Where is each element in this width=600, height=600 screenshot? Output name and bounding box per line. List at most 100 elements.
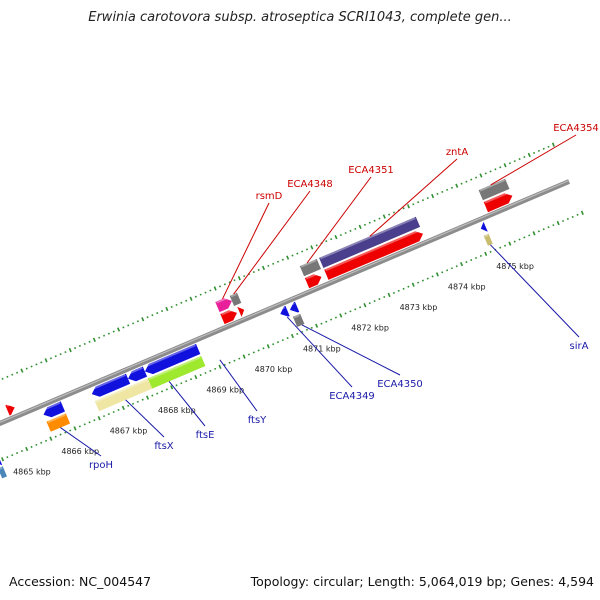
lower-scale-dot	[576, 213, 579, 216]
gene-feature[interactable]	[5, 402, 15, 416]
lower-scale-dot	[387, 292, 391, 298]
lower-scale-dot	[542, 228, 545, 231]
gene-label-leader	[222, 202, 270, 300]
upper-scale-dot	[373, 219, 376, 222]
lower-scale-dot	[121, 405, 125, 411]
lower-scale-dot	[276, 341, 280, 344]
gene-feature-body	[91, 373, 131, 397]
lower-scale-dot	[218, 364, 222, 369]
upper-scale-dot	[44, 358, 48, 363]
lower-scale-dot	[479, 254, 482, 257]
upper-scale-dot	[421, 199, 425, 202]
gene-feature[interactable]	[324, 229, 423, 280]
lower-scale-dot	[238, 357, 241, 360]
gene-feature-body	[147, 355, 206, 389]
gene-feature-gloss	[279, 306, 286, 311]
upper-scale-dot	[455, 183, 459, 188]
gene-label[interactable]: ftsE	[168, 381, 214, 441]
upper-scale-dot	[358, 224, 362, 229]
gene-label[interactable]: ECA4354	[490, 123, 599, 186]
lower-scale-dot	[185, 380, 188, 383]
gene-feature[interactable]	[126, 366, 148, 382]
lower-scale-dot	[470, 258, 473, 262]
gene-label[interactable]: ftsX	[125, 399, 174, 452]
gene-feature-gloss	[95, 378, 148, 403]
gene-label[interactable]: sirA	[490, 244, 589, 352]
upper-scale-dot	[16, 371, 19, 374]
gene-feature[interactable]	[304, 272, 322, 289]
gene-feature-gloss	[238, 305, 242, 309]
lower-scale-dot	[233, 359, 236, 362]
upper-scale-dot	[127, 324, 130, 327]
gene-feature[interactable]	[42, 401, 65, 418]
gene-label[interactable]: ECA4348	[233, 179, 333, 295]
lower-scale-dot	[402, 287, 405, 290]
backbone-line	[0, 179, 571, 427]
gene-label[interactable]: ECA4350	[301, 324, 423, 390]
upper-scale-dot	[237, 276, 241, 281]
gene-feature[interactable]	[292, 313, 305, 327]
gene-feature[interactable]	[0, 455, 3, 466]
lower-scale-dot	[566, 217, 569, 221]
gene-feature-body	[483, 193, 513, 213]
gene-feature[interactable]	[229, 292, 242, 306]
gene-feature[interactable]	[319, 216, 421, 268]
tick-label: 4874 kbp	[448, 283, 486, 292]
gene-label-text: sirA	[570, 341, 589, 352]
lower-scale-dot	[373, 300, 376, 303]
gene-feature[interactable]	[94, 378, 153, 412]
gene-feature[interactable]	[215, 296, 232, 313]
upper-scale-dot	[470, 178, 473, 181]
upper-scale-dot	[1, 377, 4, 380]
gene-feature[interactable]	[478, 178, 510, 201]
lower-scale-dot	[363, 303, 367, 308]
gene-label-text: ftsX	[154, 441, 173, 452]
gene-feature-body	[220, 310, 237, 325]
gene-label[interactable]: rpoH	[60, 427, 113, 471]
gene-feature[interactable]	[0, 466, 7, 479]
lower-scale-dot	[102, 415, 106, 418]
lower-scale-dot	[141, 398, 144, 401]
upper-scale-dot	[494, 168, 497, 171]
gene-label-text: ECA4350	[377, 379, 423, 390]
lower-scale-dot	[310, 326, 313, 329]
lower-scale-dot	[165, 388, 168, 391]
upper-scale-dot	[59, 353, 62, 356]
gene-feature[interactable]	[483, 191, 513, 213]
gene-feature[interactable]	[288, 301, 300, 313]
gene-label[interactable]: ftsY	[219, 359, 267, 426]
lower-scale-dot	[532, 231, 536, 236]
summary-text: Topology: circular; Length: 5,064,019 bp…	[250, 574, 594, 589]
gene-feature-body	[289, 301, 300, 313]
gene-label[interactable]: zntA	[369, 147, 468, 237]
lower-scale-dot	[296, 332, 299, 336]
lower-scale-dot	[257, 349, 260, 352]
gene-feature[interactable]	[299, 258, 321, 277]
gene-feature[interactable]	[479, 221, 488, 232]
upper-scale-dot	[460, 182, 463, 185]
gene-feature[interactable]	[483, 233, 493, 246]
upper-scale-dot	[523, 155, 526, 159]
gene-label[interactable]: ECA4349	[286, 316, 375, 402]
gene-feature[interactable]	[220, 308, 237, 325]
upper-scale-dot	[296, 252, 299, 255]
lower-scale-dot	[378, 298, 381, 301]
gene-feature[interactable]	[46, 413, 71, 432]
backbone-highlight	[0, 179, 570, 424]
gene-feature[interactable]	[147, 355, 206, 389]
lower-scale-dot	[290, 333, 294, 339]
upper-scale-dot	[64, 351, 67, 354]
gene-feature[interactable]	[143, 343, 201, 375]
gene-feature-body	[480, 221, 488, 232]
tick-label: 4869 kbp	[206, 385, 244, 394]
gene-label[interactable]: ECA4351	[306, 165, 394, 264]
gene-feature[interactable]	[90, 373, 131, 397]
gene-label-leader	[168, 381, 206, 427]
gene-label[interactable]: rsmD	[222, 191, 283, 300]
upper-scale-dot	[213, 286, 217, 291]
gene-feature[interactable]	[279, 305, 290, 317]
gene-feature[interactable]	[237, 305, 245, 317]
gene-feature-body	[304, 274, 322, 289]
upper-scale-dot	[508, 162, 511, 165]
